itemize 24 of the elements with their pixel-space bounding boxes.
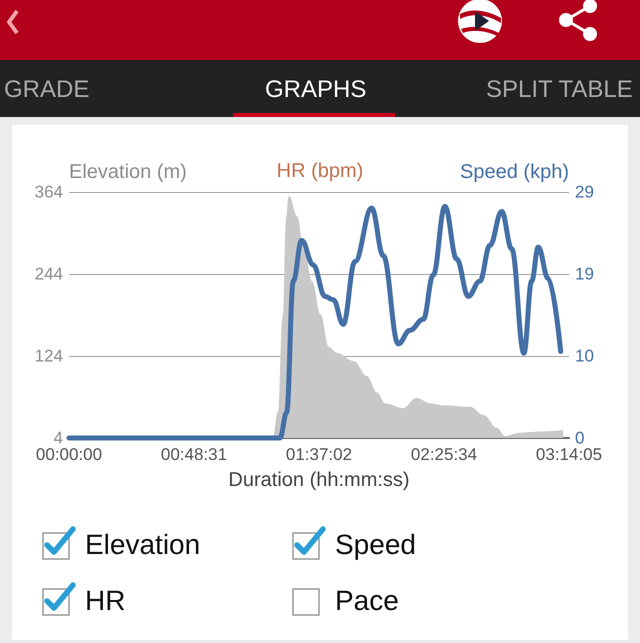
y2-tick-label: 29 <box>575 182 594 202</box>
y2-tick-label: 0 <box>575 428 584 448</box>
x-tick-label: 03:14:05 <box>536 445 602 464</box>
x-tick-label: 01:37:02 <box>286 445 352 464</box>
y-axis-title: Elevation (m) <box>69 161 187 183</box>
y2-tick-label: 19 <box>575 264 594 284</box>
y2-axis-title: Speed (kph) <box>460 161 569 183</box>
x-tick-label: 00:48:31 <box>160 445 228 464</box>
text: HR <box>85 584 126 618</box>
x-tick-label: 02:25:34 <box>410 445 478 464</box>
text: GRAPHS <box>265 76 366 104</box>
y2-tick-label: 10 <box>575 346 594 366</box>
text: GRADE <box>4 76 90 104</box>
text: Elevation <box>85 528 200 562</box>
text: Pace <box>335 584 399 618</box>
x-axis-title: Duration (hh:mm:ss) <box>228 469 410 491</box>
text: SPLIT TABLE <box>486 76 633 104</box>
y-tick-label: 244 <box>34 264 63 284</box>
y-tick-label: 124 <box>34 346 63 366</box>
x-tick-label: 00:00:00 <box>36 445 102 464</box>
legend-label: HR (bpm) <box>276 160 364 182</box>
y-tick-label: 4 <box>54 428 63 448</box>
y-tick-label: 364 <box>34 182 63 202</box>
text: Speed <box>335 528 416 562</box>
